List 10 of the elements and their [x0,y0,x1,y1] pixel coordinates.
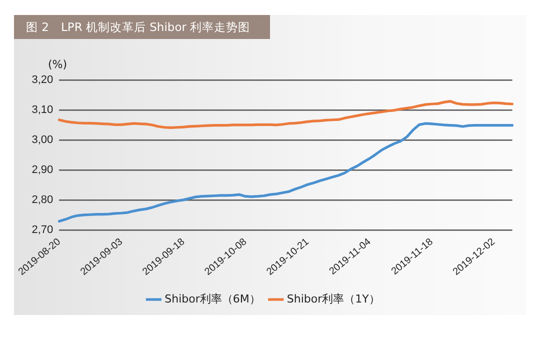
y-tick-label: 2,80 [32,194,54,206]
y-axis-title: (%) [48,58,68,71]
y-tick-label: 3,10 [32,104,54,116]
chart-title: 图 2 LPR 机制改革后 Shibor 利率走势图 [14,15,270,39]
legend-label: Shibor利率（6M） [164,292,260,306]
y-tick-label: 3,20 [32,74,54,86]
y-tick-label: 3,00 [32,134,54,146]
y-tick-label: 2,70 [32,224,54,236]
legend-label: Shibor利率（1Y） [286,292,380,306]
y-tick-label: 2,90 [32,164,54,176]
